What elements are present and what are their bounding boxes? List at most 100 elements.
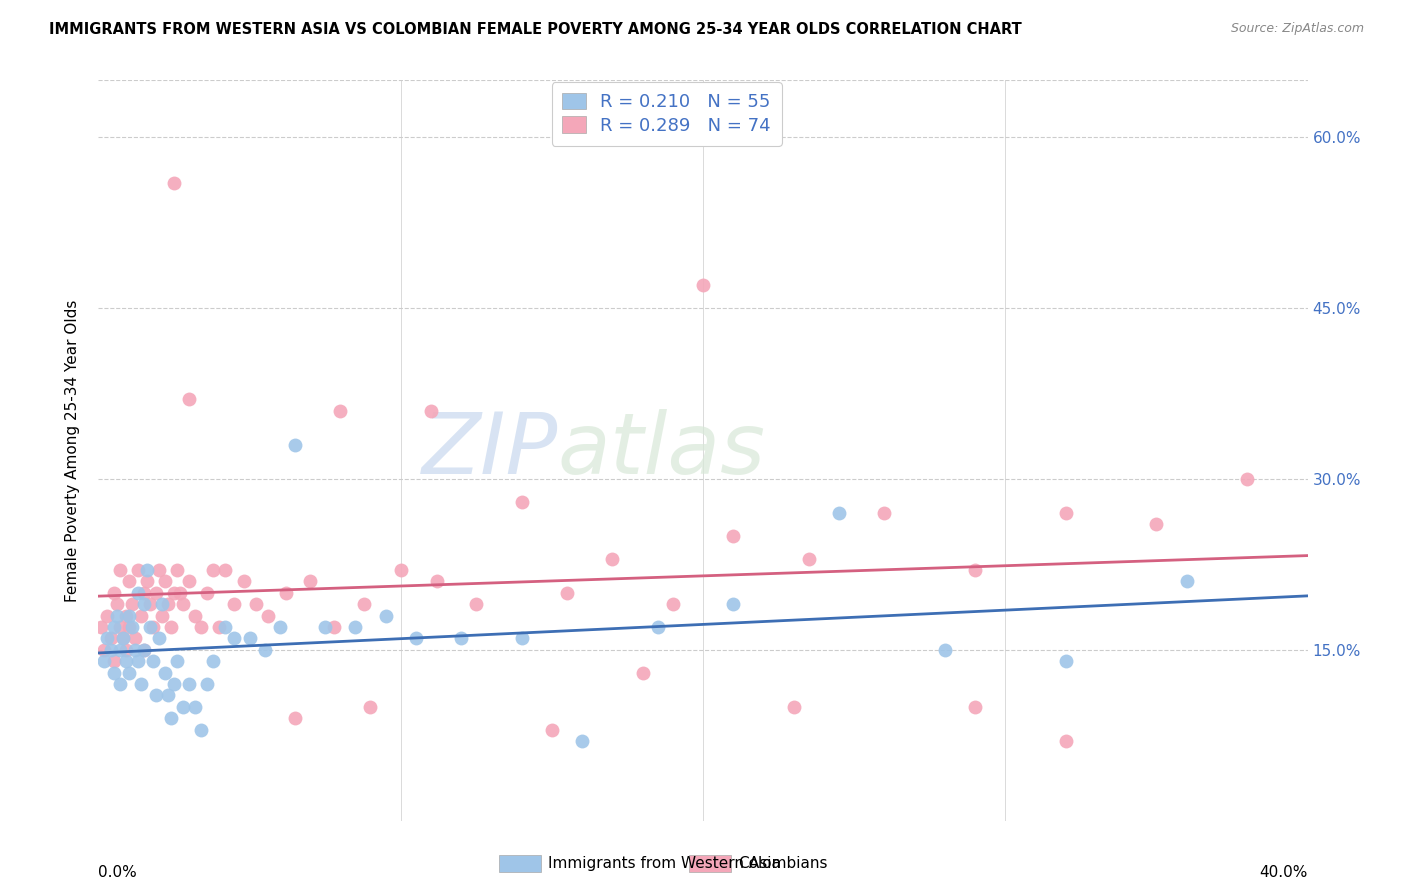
Point bbox=[153, 665, 176, 680]
Point bbox=[148, 632, 170, 646]
Point bbox=[631, 665, 654, 680]
Point bbox=[723, 529, 745, 543]
Point bbox=[510, 494, 533, 508]
Point bbox=[190, 620, 212, 634]
Point bbox=[163, 586, 186, 600]
Point bbox=[195, 586, 218, 600]
Point bbox=[132, 642, 155, 657]
Point bbox=[96, 608, 118, 623]
Point bbox=[114, 642, 136, 657]
Point bbox=[103, 620, 125, 634]
Point bbox=[108, 642, 131, 657]
Point bbox=[121, 620, 143, 634]
Point bbox=[172, 699, 194, 714]
Point bbox=[208, 620, 231, 634]
Text: Colombians: Colombians bbox=[738, 856, 828, 871]
Text: 40.0%: 40.0% bbox=[1260, 865, 1308, 880]
Point bbox=[353, 597, 375, 611]
Point bbox=[108, 677, 131, 691]
Point bbox=[100, 642, 122, 657]
Point bbox=[145, 689, 167, 703]
Point bbox=[132, 586, 155, 600]
Text: ZIP: ZIP bbox=[422, 409, 558, 492]
Point bbox=[239, 632, 262, 646]
Point bbox=[329, 403, 352, 417]
Point bbox=[135, 563, 157, 577]
Text: IMMIGRANTS FROM WESTERN ASIA VS COLOMBIAN FEMALE POVERTY AMONG 25-34 YEAR OLDS C: IMMIGRANTS FROM WESTERN ASIA VS COLOMBIA… bbox=[49, 22, 1022, 37]
Text: atlas: atlas bbox=[558, 409, 766, 492]
Point bbox=[195, 677, 218, 691]
Point bbox=[465, 597, 488, 611]
Point bbox=[179, 574, 201, 589]
Point bbox=[224, 597, 246, 611]
Point bbox=[124, 632, 146, 646]
Point bbox=[121, 597, 143, 611]
Point bbox=[169, 586, 191, 600]
Point bbox=[103, 665, 125, 680]
Point bbox=[245, 597, 267, 611]
Point bbox=[108, 620, 131, 634]
Point bbox=[1054, 734, 1077, 748]
Point bbox=[274, 586, 297, 600]
Point bbox=[129, 608, 152, 623]
Point bbox=[965, 563, 987, 577]
Point bbox=[114, 608, 136, 623]
Point bbox=[1236, 472, 1258, 486]
Point bbox=[163, 176, 186, 190]
Point bbox=[299, 574, 322, 589]
Point bbox=[166, 654, 188, 668]
Point bbox=[510, 632, 533, 646]
Point bbox=[450, 632, 472, 646]
Point bbox=[156, 689, 179, 703]
Point bbox=[172, 597, 194, 611]
Point bbox=[405, 632, 427, 646]
Point bbox=[202, 563, 225, 577]
Point bbox=[647, 620, 669, 634]
Point bbox=[118, 620, 141, 634]
Point bbox=[314, 620, 336, 634]
Y-axis label: Female Poverty Among 25-34 Year Olds: Female Poverty Among 25-34 Year Olds bbox=[65, 300, 80, 601]
Point bbox=[934, 642, 956, 657]
Point bbox=[1175, 574, 1198, 589]
Point bbox=[160, 711, 183, 725]
Point bbox=[118, 608, 141, 623]
Point bbox=[374, 608, 396, 623]
Point bbox=[602, 551, 624, 566]
Point bbox=[135, 574, 157, 589]
Point bbox=[163, 677, 186, 691]
Point bbox=[145, 586, 167, 600]
Point bbox=[1054, 506, 1077, 520]
Point bbox=[661, 597, 683, 611]
Point bbox=[224, 632, 246, 646]
Point bbox=[828, 506, 851, 520]
Point bbox=[202, 654, 225, 668]
Point bbox=[426, 574, 449, 589]
Point bbox=[132, 597, 155, 611]
Point bbox=[783, 699, 806, 714]
Point bbox=[232, 574, 254, 589]
Point bbox=[360, 699, 382, 714]
Point bbox=[114, 654, 136, 668]
Point bbox=[540, 723, 562, 737]
Point bbox=[93, 642, 115, 657]
Point bbox=[184, 699, 207, 714]
Point bbox=[269, 620, 291, 634]
Point bbox=[797, 551, 820, 566]
Point bbox=[93, 654, 115, 668]
Point bbox=[103, 586, 125, 600]
Point bbox=[118, 574, 141, 589]
Point bbox=[111, 632, 134, 646]
Point bbox=[148, 563, 170, 577]
Point bbox=[127, 654, 149, 668]
Point bbox=[139, 620, 162, 634]
Point bbox=[124, 642, 146, 657]
Point bbox=[179, 677, 201, 691]
Point bbox=[166, 563, 188, 577]
Point bbox=[96, 632, 118, 646]
Point bbox=[103, 654, 125, 668]
Point bbox=[142, 620, 165, 634]
Point bbox=[111, 632, 134, 646]
Point bbox=[1144, 517, 1167, 532]
Text: Immigrants from Western Asia: Immigrants from Western Asia bbox=[548, 856, 782, 871]
Point bbox=[139, 597, 162, 611]
